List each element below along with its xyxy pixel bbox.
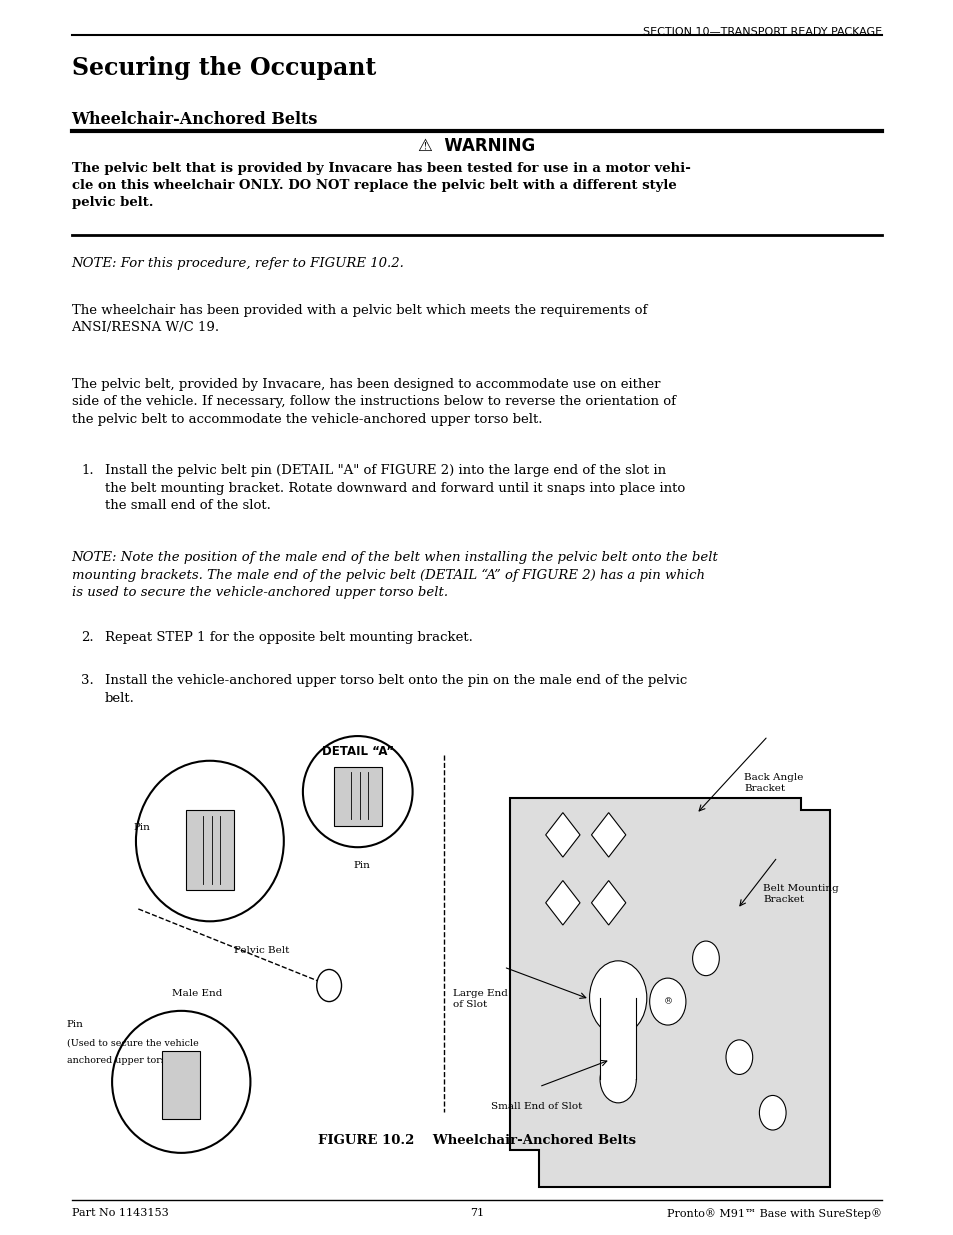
Polygon shape [545,881,579,925]
Text: The wheelchair has been provided with a pelvic belt which meets the requirements: The wheelchair has been provided with a … [71,304,646,335]
Ellipse shape [302,736,412,847]
Text: Pelvic Belt: Pelvic Belt [233,946,289,955]
FancyBboxPatch shape [186,810,233,890]
Circle shape [649,978,685,1025]
Ellipse shape [112,1011,250,1153]
Ellipse shape [135,761,283,921]
FancyBboxPatch shape [334,767,381,826]
Text: ®: ® [662,997,672,1007]
Text: NOTE: Note the position of the male end of the belt when installing the pelvic b: NOTE: Note the position of the male end … [71,551,718,599]
Text: (Used to secure the vehicle: (Used to secure the vehicle [67,1039,198,1047]
Text: FIGURE 10.2    Wheelchair-Anchored Belts: FIGURE 10.2 Wheelchair-Anchored Belts [317,1134,636,1147]
Text: 71: 71 [470,1208,483,1218]
Text: Male End: Male End [172,989,222,998]
Text: Install the pelvic belt pin (DETAIL "A" of FIGURE 2) into the large end of the s: Install the pelvic belt pin (DETAIL "A" … [105,464,684,513]
Text: 3.: 3. [81,674,93,688]
Text: Back Angle
Bracket: Back Angle Bracket [743,773,802,793]
Text: Repeat STEP 1 for the opposite belt mounting bracket.: Repeat STEP 1 for the opposite belt moun… [105,631,473,645]
Polygon shape [599,998,636,1079]
Text: Wheelchair-Anchored Belts: Wheelchair-Anchored Belts [71,111,317,128]
Text: anchored upper torso belt): anchored upper torso belt) [67,1056,196,1065]
FancyBboxPatch shape [162,1051,200,1119]
Polygon shape [545,813,579,857]
Text: Large End
of Slot: Large End of Slot [453,989,508,1009]
Polygon shape [510,798,829,1187]
Text: 1.: 1. [81,464,93,478]
Text: SECTION 10—TRANSPORT READY PACKAGE: SECTION 10—TRANSPORT READY PACKAGE [642,27,882,37]
Text: The pelvic belt, provided by Invacare, has been designed to accommodate use on e: The pelvic belt, provided by Invacare, h… [71,378,675,426]
Text: NOTE: For this procedure, refer to FIGURE 10.2.: NOTE: For this procedure, refer to FIGUR… [71,257,404,270]
Text: Securing the Occupant: Securing the Occupant [71,56,375,79]
Text: 2.: 2. [81,631,93,645]
Text: Install the vehicle-anchored upper torso belt onto the pin on the male end of th: Install the vehicle-anchored upper torso… [105,674,686,705]
Text: DETAIL “A”: DETAIL “A” [321,745,394,758]
Circle shape [759,1095,785,1130]
Text: Pin: Pin [67,1020,84,1029]
Text: Belt Mounting
Bracket: Belt Mounting Bracket [762,884,838,904]
Text: Pronto® M91™ Base with SureStep®: Pronto® M91™ Base with SureStep® [667,1208,882,1219]
Polygon shape [591,813,625,857]
Circle shape [692,941,719,976]
Circle shape [589,961,646,1035]
Text: Pin: Pin [353,861,370,869]
Circle shape [599,1056,636,1103]
Text: The pelvic belt that is provided by Invacare has been tested for use in a motor : The pelvic belt that is provided by Inva… [71,162,690,209]
Text: Pin: Pin [133,823,151,831]
Text: ⚠  WARNING: ⚠ WARNING [418,137,535,156]
Circle shape [316,969,341,1002]
Text: Part No 1143153: Part No 1143153 [71,1208,168,1218]
Circle shape [725,1040,752,1074]
Text: Small End of Slot: Small End of Slot [491,1102,582,1110]
Polygon shape [591,881,625,925]
